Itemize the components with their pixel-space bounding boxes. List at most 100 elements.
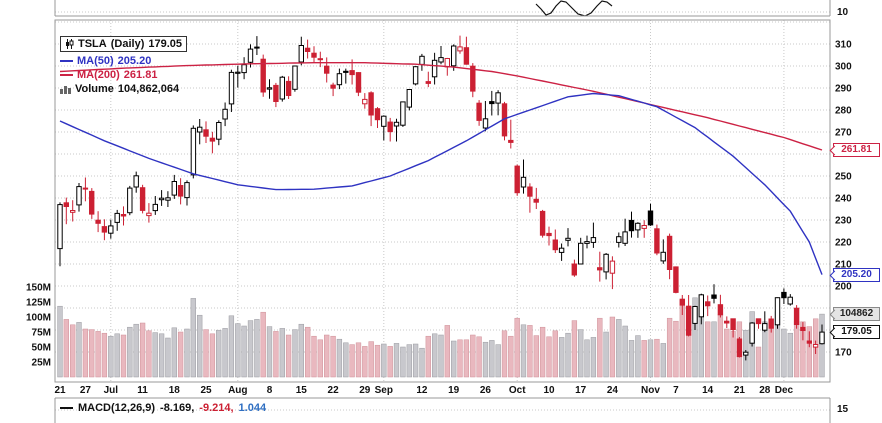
volume-bar [412,343,419,378]
candle-body [165,197,171,201]
candle-body [489,101,495,105]
candle-body [298,45,305,63]
volume-bar [444,325,450,378]
volume-bar [139,322,146,378]
ma50-value: 205.20 [117,55,152,67]
volume-bar [254,319,260,378]
ma200-value: 261.81 [123,69,158,81]
volume-bar [457,339,463,378]
candle-body [533,198,539,203]
ma200-line-swatch [60,74,73,76]
candle-body [171,181,178,196]
macd-line-swatch [60,407,73,409]
candle-body [114,212,120,223]
volume-bar [597,317,603,378]
volume-bar [292,329,298,378]
volume-bar [527,325,533,378]
candle-body [717,304,724,316]
macd-value-2: -9.214, [199,402,234,414]
candle-body [216,122,222,140]
candle-body [597,267,603,271]
volume-bar [374,344,381,378]
volume-legend-row[interactable]: Volume 104,862,064 [60,82,187,96]
candle-body [685,305,692,336]
x-tick-label: 29 [359,385,371,396]
volume-bar [400,346,406,378]
x-tick-label: Oct [509,385,526,396]
volume-tick-label: 100M [26,313,51,324]
price-tick-label: 250 [835,172,852,183]
volume-bar [82,328,89,378]
volume-bar [425,335,431,378]
volume-bar [635,335,641,378]
volume-bar [781,328,787,378]
candle-body [603,253,609,273]
candle-body [628,219,635,232]
volume-bar [508,335,514,378]
volume-bar [177,331,184,378]
candle-body [247,48,254,63]
candle-body [317,58,324,61]
price-tick-label: 290 [835,84,852,95]
x-tick-label: Dec [775,385,794,396]
timeframe-label: (Daily) [110,38,145,50]
candle-body [349,70,355,76]
candle-body [635,222,641,231]
volume-bar [203,329,209,378]
candle-body [152,203,159,212]
volume-bar [641,340,647,378]
candle-body [228,71,235,105]
candle-body [590,237,597,243]
x-tick-label: 17 [575,385,587,396]
x-tick-label: 21 [54,385,66,396]
candle-body [660,251,666,262]
volume-bar [165,337,171,378]
volume-bar [343,342,349,378]
candle-body [508,139,514,143]
x-tick-label: 28 [759,385,771,396]
candle-body [133,175,139,188]
symbol-legend-row[interactable]: TSLA (Daily) 179.05 [60,36,188,52]
volume-bar [489,340,495,378]
candle-body [679,298,685,306]
volume-bar [647,339,654,378]
volume-bar [482,341,489,378]
x-tick-label: 19 [448,385,460,396]
candle-body [324,65,330,74]
candle-body [527,186,533,197]
candle-body [666,235,673,271]
volume-bar [451,340,457,378]
candle-body [412,66,419,85]
ma50-legend-row[interactable]: MA(50) 205.20 [60,54,187,68]
candle-body [57,204,63,250]
candle-body [158,197,165,201]
candle-body [177,185,184,197]
volume-bar [730,331,736,378]
volume-bar [806,326,812,378]
last-price-value: 179.05 [148,38,183,50]
price-tick-label: 210 [835,260,852,271]
macd-legend-row[interactable]: MACD(12,26,9) -8.169, -9.214, 1.044 [60,402,266,414]
volume-bar [101,332,108,378]
volume-bar [362,346,368,378]
chart-legend: TSLA (Daily) 179.05 MA(50) 205.20 MA(200… [60,36,188,96]
volume-bar [705,321,711,378]
volume-bar [336,338,343,378]
pane-border [54,19,831,383]
volume-bar [622,325,628,378]
volume-bar [247,320,254,378]
price-tick-label: 170 [835,348,852,359]
candle-body [736,338,743,358]
candle-body [76,186,82,206]
candle-body [565,237,571,241]
volume-bar [559,337,565,378]
x-tick-label: 18 [169,385,181,396]
upper-panel-scale-label: 10 [837,7,849,18]
volume-bar [133,323,139,378]
candle-body [622,231,628,244]
volume-value: 104,862,064 [117,83,180,95]
ma200-legend-row[interactable]: MA(200) 261.81 [60,68,187,82]
volume-bar [800,321,806,378]
candle-body [495,92,501,104]
